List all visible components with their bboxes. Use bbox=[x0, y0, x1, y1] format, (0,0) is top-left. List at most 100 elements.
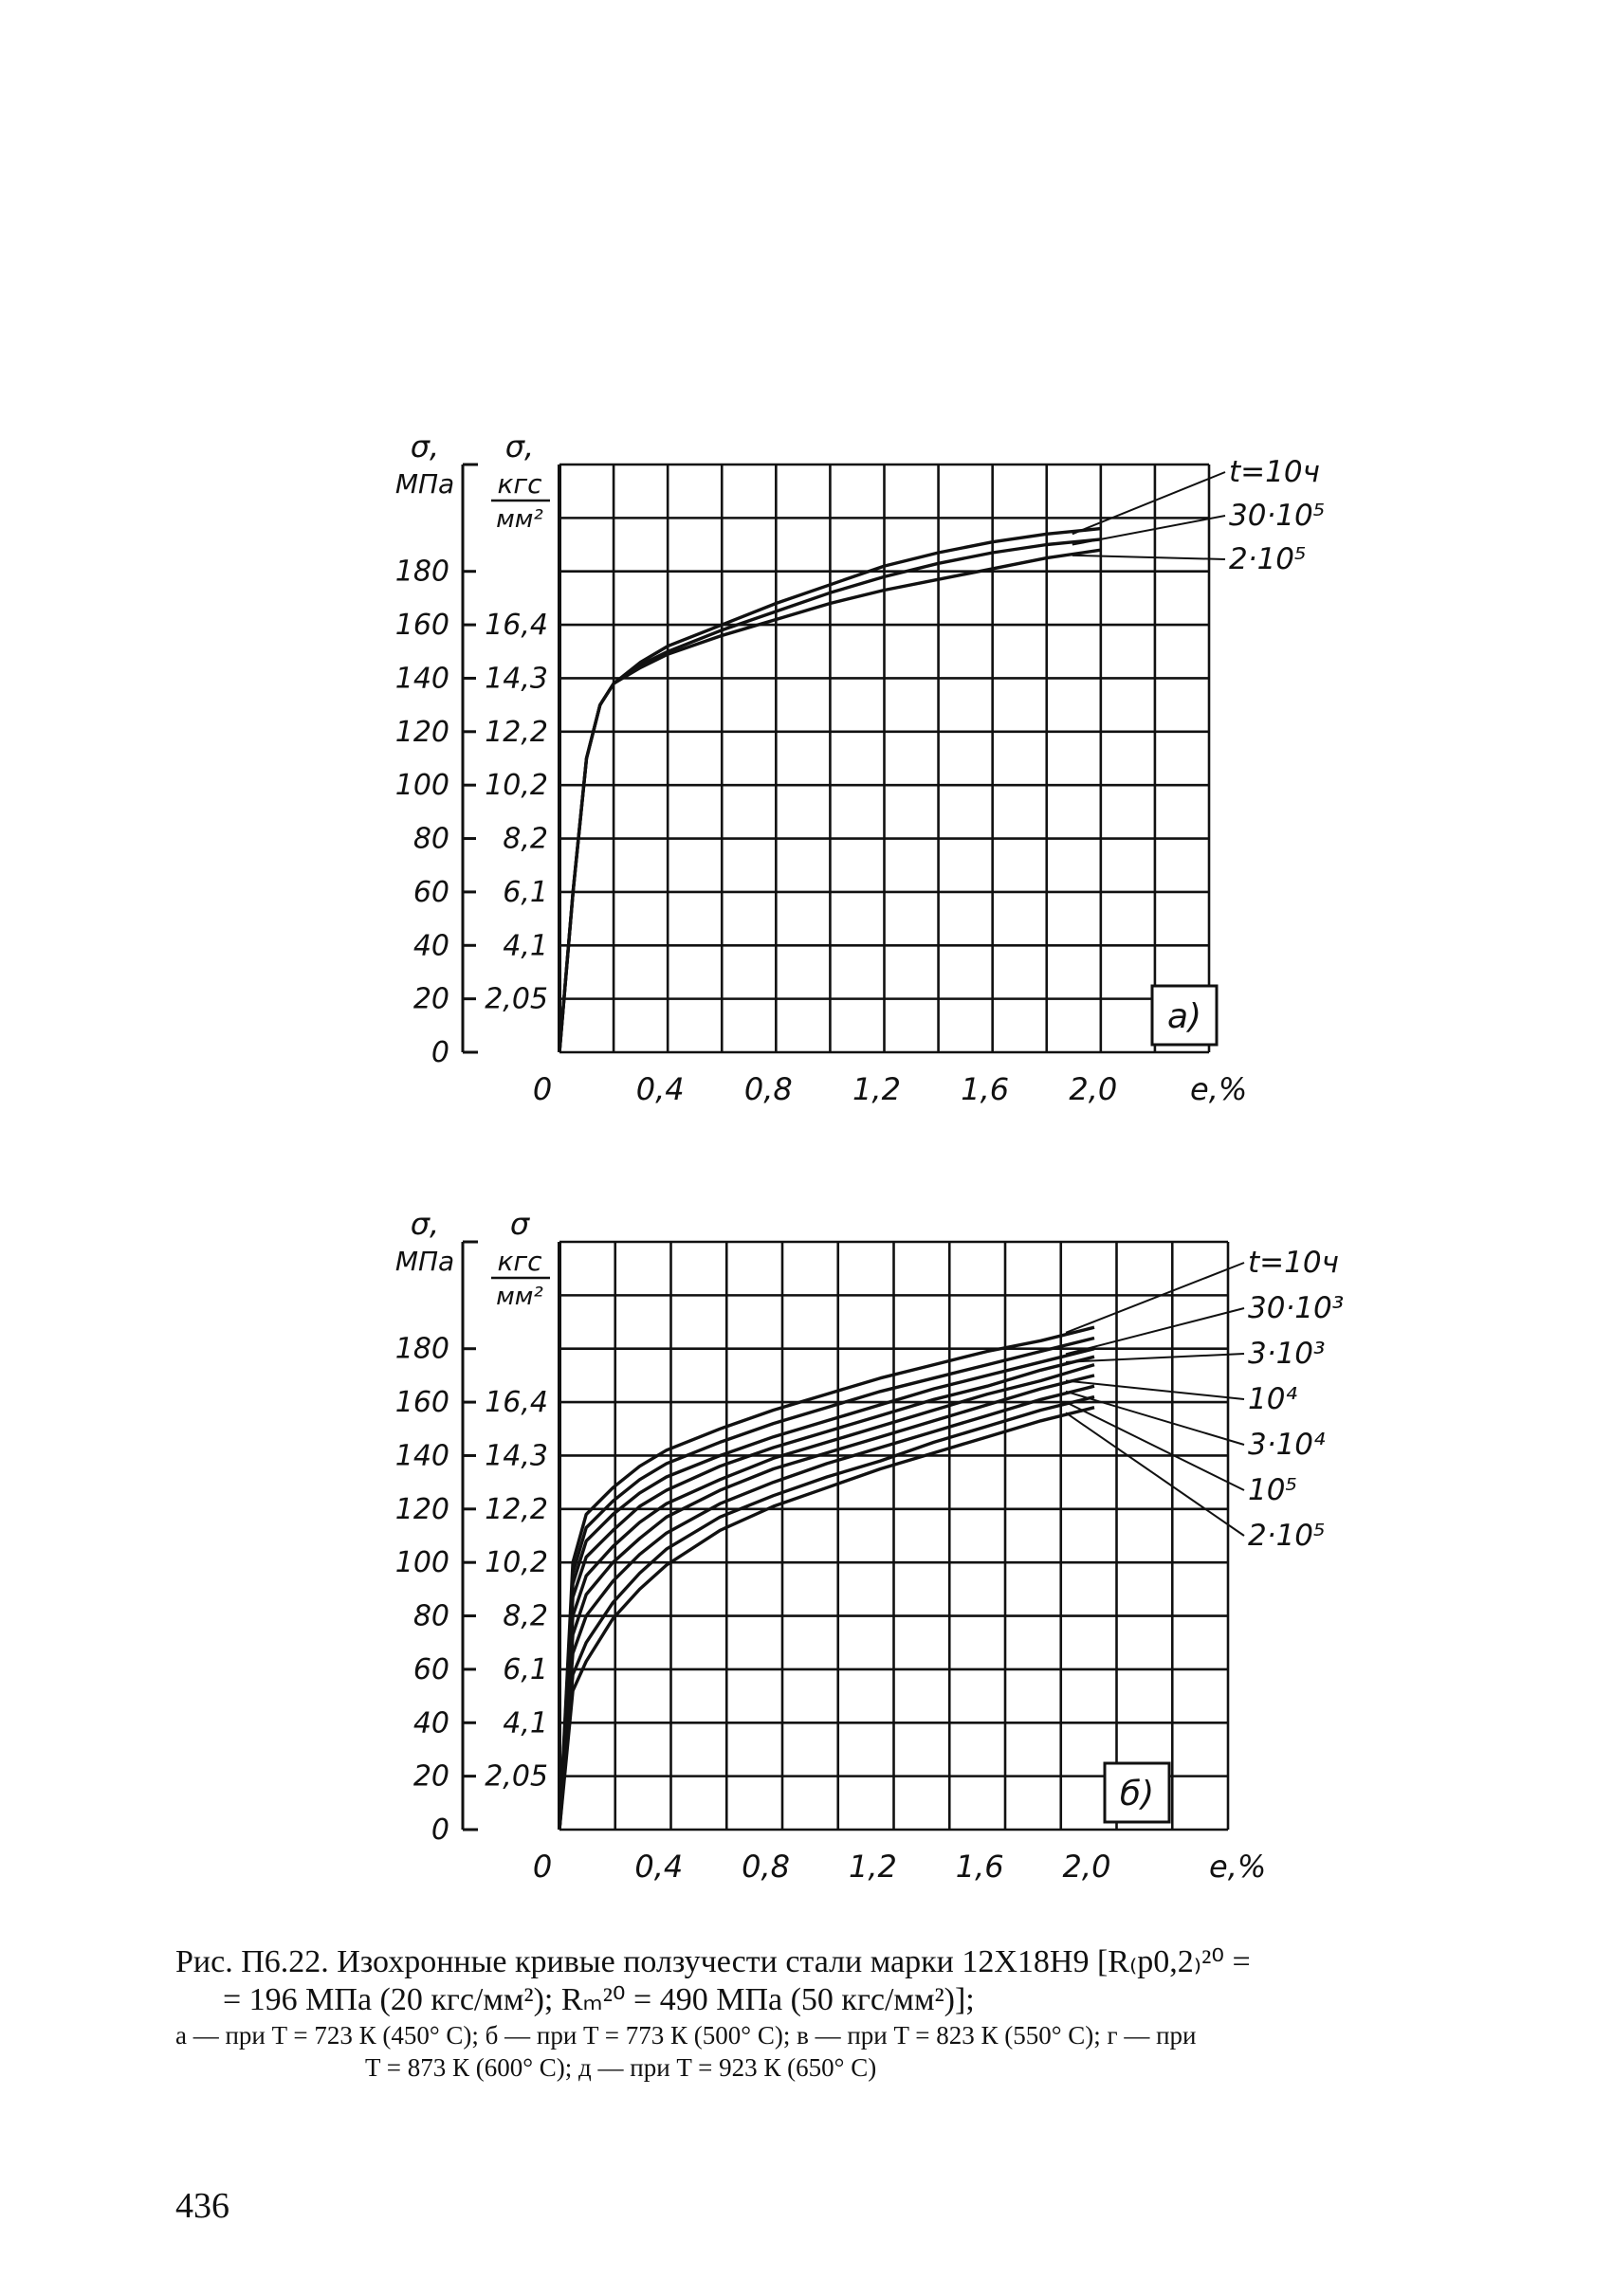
y-tick-label-mpa: 180 bbox=[395, 556, 449, 589]
caption-line-4: T = 873 К (600° С); д — при T = 923 К (6… bbox=[365, 2053, 877, 2082]
y-tick-label-mpa: 160 bbox=[395, 1386, 449, 1419]
x-axis-title: e,% bbox=[1190, 1071, 1247, 1107]
y-axis-title-symbol-right: σ, bbox=[505, 428, 534, 465]
y-tick-label-mpa: 180 bbox=[395, 1333, 449, 1366]
series-leader-line bbox=[1065, 1390, 1245, 1446]
series-label: 2·10⁵ bbox=[1229, 542, 1306, 576]
y-axis-title-symbol: σ, bbox=[411, 1206, 439, 1242]
series-label: 10⁴ bbox=[1248, 1382, 1297, 1416]
y-axis-title-unit-kgf: кгс bbox=[497, 1246, 542, 1277]
chart-b: 0 20 40 60 80 100 120 140 160 180 2,05 4,1 6,1 8,2 10,… bbox=[395, 1206, 1344, 1885]
series-leader-line bbox=[1065, 1262, 1245, 1334]
y-tick-label-mpa: 60 bbox=[413, 1653, 449, 1686]
series-line bbox=[558, 1374, 1095, 1831]
series-line bbox=[558, 1336, 1095, 1831]
series-label: t=10ч bbox=[1248, 1246, 1339, 1280]
panel-label: а) bbox=[1167, 997, 1201, 1036]
y-tick-label-mpa: 120 bbox=[395, 1493, 449, 1526]
series-group bbox=[558, 1325, 1095, 1831]
y-tick-label-kgf: 16,4 bbox=[485, 609, 548, 642]
x-tick-label: 2,0 bbox=[1063, 1849, 1111, 1885]
x-tick-label: 2,0 bbox=[1069, 1071, 1117, 1107]
y-tick-label-kgf: 8,2 bbox=[503, 1600, 548, 1633]
series-line bbox=[558, 1355, 1095, 1831]
y-tick-label-mpa: 100 bbox=[395, 1546, 449, 1579]
series-line bbox=[558, 548, 1102, 1053]
y-tick-label-mpa: 160 bbox=[395, 609, 449, 642]
y-tick-label-mpa: 80 bbox=[413, 823, 449, 856]
y-tick-label-kgf: 2,05 bbox=[485, 1760, 548, 1794]
y-tick-label-mpa: 0 bbox=[431, 1813, 449, 1847]
series-label: 3·10³ bbox=[1248, 1337, 1325, 1371]
y-tick-label-kgf: 2,05 bbox=[485, 983, 548, 1016]
series-line bbox=[558, 1347, 1095, 1831]
series-line bbox=[558, 1394, 1095, 1831]
caption-line-2: = 196 МПа (20 кгс/мм²); Rₘ²⁰ = 490 МПа (… bbox=[223, 1982, 975, 2017]
caption-line-1: Рис. П6.22. Изохронные кривые ползучести… bbox=[175, 1944, 1251, 1979]
y-tick-label-mpa: 40 bbox=[413, 1706, 449, 1740]
series-group bbox=[558, 526, 1102, 1053]
y-tick-label-kgf: 12,2 bbox=[485, 1493, 548, 1526]
y-tick-label-kgf: 16,4 bbox=[485, 1386, 548, 1419]
x-tick-label: 0,4 bbox=[634, 1849, 683, 1885]
y-tick-label-mpa: 0 bbox=[431, 1036, 449, 1069]
figure-caption: Рис. П6.22. Изохронные кривые ползучести… bbox=[175, 1943, 1456, 2084]
x-tick-label: 1,2 bbox=[849, 1849, 897, 1885]
grid bbox=[558, 1240, 1230, 1831]
x-tick-label: 1,2 bbox=[852, 1071, 901, 1107]
y-tick-label-mpa: 40 bbox=[413, 929, 449, 962]
series-label: 30·10³ bbox=[1248, 1291, 1344, 1325]
x-tick-label: 0 bbox=[533, 1849, 552, 1885]
y-axis-title-symbol: σ, bbox=[411, 428, 439, 465]
page-number: 436 bbox=[175, 2186, 229, 2226]
y-axis-title-symbol-right: σ bbox=[510, 1206, 531, 1242]
series-leader-line bbox=[1065, 1379, 1245, 1400]
y-axis-title-unit-kgf: кгс bbox=[497, 468, 542, 500]
series-leader-line bbox=[1072, 515, 1226, 546]
series-leader-line bbox=[1072, 554, 1226, 560]
y-tick-label-kgf: 10,2 bbox=[485, 769, 548, 802]
y-axis-title-unit-mpa: МПа bbox=[395, 468, 454, 500]
y-axis-title-unit-mm2: мм² bbox=[496, 1283, 543, 1311]
x-tick-label: 0,4 bbox=[636, 1071, 685, 1107]
series-line bbox=[558, 1384, 1095, 1831]
x-tick-label: 1,6 bbox=[961, 1071, 1009, 1107]
x-tick-label: 0 bbox=[533, 1071, 552, 1107]
grid bbox=[558, 463, 1211, 1054]
panel-label-box bbox=[1150, 984, 1219, 1047]
y-tick-label-kgf: 12,2 bbox=[485, 716, 548, 749]
y-tick-label-mpa: 140 bbox=[395, 1439, 449, 1472]
series-line bbox=[558, 1325, 1095, 1831]
y-tick-label-mpa: 140 bbox=[395, 662, 449, 695]
x-tick-label: 0,8 bbox=[742, 1849, 790, 1885]
series-line bbox=[558, 1406, 1095, 1831]
series-label: t=10ч bbox=[1229, 455, 1320, 489]
y-tick-label-kgf: 8,2 bbox=[503, 823, 548, 856]
x-axis-title: e,% bbox=[1209, 1849, 1266, 1885]
series-label: 2·10⁵ bbox=[1248, 1519, 1325, 1553]
caption-line-3: а — при T = 723 К (450° С); б — при T = … bbox=[175, 2021, 1197, 2050]
y-axis-title-unit-mm2: мм² bbox=[496, 505, 543, 534]
x-tick-label: 0,8 bbox=[744, 1071, 793, 1107]
series-leader-line bbox=[1065, 1353, 1245, 1363]
y-tick-label-kgf: 6,1 bbox=[503, 1653, 548, 1686]
series-label: 30·10⁵ bbox=[1229, 499, 1325, 533]
y-tick-label-mpa: 60 bbox=[413, 876, 449, 909]
series-leader-line bbox=[1065, 1307, 1245, 1356]
panel-label-box bbox=[1103, 1761, 1171, 1824]
y-tick-label-mpa: 120 bbox=[395, 716, 449, 749]
series-line bbox=[558, 1362, 1095, 1831]
series-label: 3·10⁴ bbox=[1248, 1428, 1326, 1462]
y-axis-title-unit-mpa: МПа bbox=[395, 1246, 454, 1277]
panel-label: б) bbox=[1120, 1775, 1154, 1813]
y-tick-label-kgf: 4,1 bbox=[503, 1706, 548, 1740]
x-tick-label: 1,6 bbox=[956, 1849, 1004, 1885]
y-tick-label-mpa: 20 bbox=[413, 1760, 449, 1794]
chart-a: 0 20 40 60 80 100 120 140 160 180 2,05 4,1 6,1 8,2 10,… bbox=[395, 428, 1325, 1107]
y-tick-label-kgf: 4,1 bbox=[503, 929, 548, 962]
series-leader-line bbox=[1072, 471, 1226, 536]
series-leader-line bbox=[1065, 1412, 1245, 1537]
y-tick-label-mpa: 20 bbox=[413, 983, 449, 1016]
series-label: 10⁵ bbox=[1248, 1473, 1297, 1507]
y-tick-label-mpa: 100 bbox=[395, 769, 449, 802]
